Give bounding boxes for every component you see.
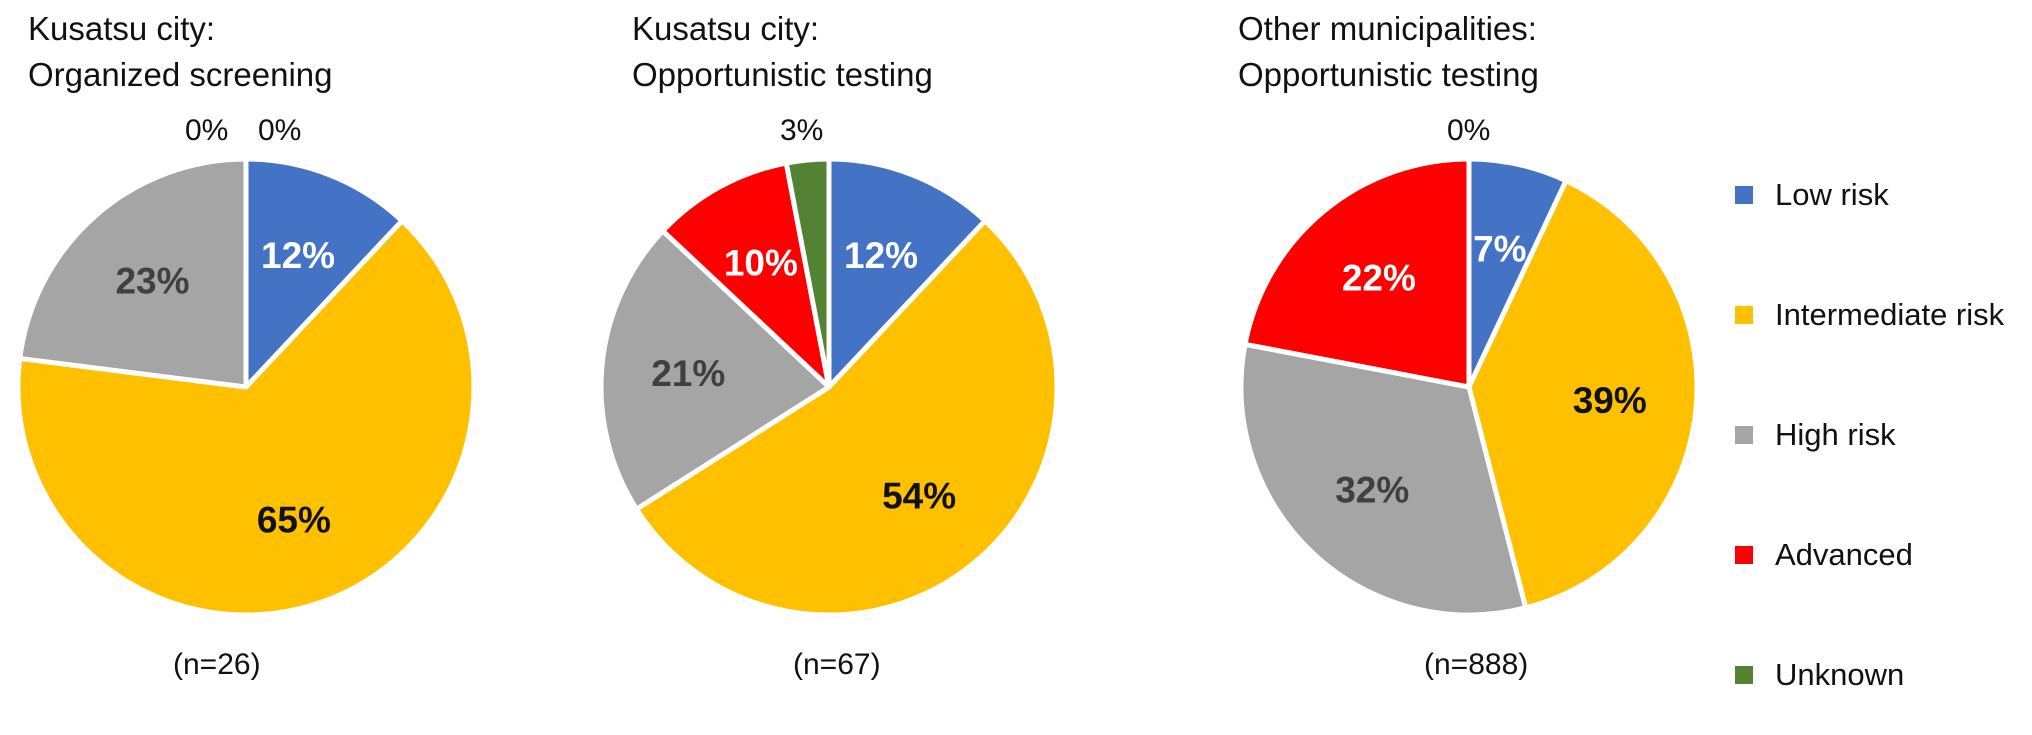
- chart-1-title: Kusatsu city: Organized screening: [28, 6, 333, 98]
- chart-3-slice-high-risk: [1238, 341, 1529, 618]
- chart-2-slice-advanced: [660, 160, 832, 390]
- legend-item-advanced: Advanced: [1735, 495, 2004, 615]
- chart-2-unknown-label: 3%: [780, 114, 824, 147]
- chart-1-label-low-risk: 12%: [261, 235, 335, 276]
- legend-item-unknown: Unknown: [1735, 615, 2004, 735]
- chart-3-n-label: (n=888): [1424, 648, 1529, 681]
- figure: Kusatsu city: Organized screening Kusats…: [15, 6, 2005, 692]
- chart-2-slice-unknown: [783, 156, 832, 390]
- chart-3-label-advanced: 22%: [1342, 258, 1416, 299]
- chart-2-label-advanced: 10%: [724, 243, 798, 284]
- chart-3-title: Other municipalities: Opportunistic test…: [1238, 6, 1539, 98]
- chart-3-label-intermediate-risk: 39%: [1573, 380, 1647, 421]
- chart-2-title-line-2: Opportunistic testing: [632, 56, 933, 93]
- chart-1-title-line-2: Organized screening: [28, 56, 333, 93]
- legend-item-low-risk: Low risk: [1735, 135, 2004, 255]
- chart-2-title: Kusatsu city: Opportunistic testing: [632, 6, 933, 98]
- legend-label-unknown: Unknown: [1775, 657, 1905, 692]
- legend-label-intermediate-risk: Intermediate risk: [1775, 297, 2005, 332]
- legend-item-high-risk: High risk: [1735, 375, 2004, 495]
- chart-2-label-high-risk: 21%: [651, 353, 725, 394]
- pie-chart-3: 7% 39% 32% 22%: [1238, 156, 1700, 618]
- chart-1-advanced-label: 0%: [258, 114, 302, 147]
- pie-chart-1: 12% 65% 23%: [15, 156, 477, 618]
- chart-1-slice-high-risk: [17, 156, 249, 390]
- legend-swatch-unknown: [1735, 666, 1753, 684]
- chart-1-label-high-risk: 23%: [115, 260, 189, 301]
- chart-1-slice-low-risk: [243, 156, 405, 390]
- chart-3-unknown-label: 0%: [1447, 114, 1491, 147]
- chart-2-slice-low-risk: [826, 156, 988, 390]
- chart-1-unknown-label: 0%: [185, 114, 229, 147]
- legend-label-high-risk: High risk: [1775, 417, 1896, 452]
- legend-item-intermediate-risk: Intermediate risk: [1735, 255, 2004, 375]
- legend-swatch-advanced: [1735, 546, 1753, 564]
- chart-3-title-line-1: Other municipalities:: [1238, 10, 1537, 47]
- chart-2-n-label: (n=67): [793, 648, 881, 681]
- chart-3-label-low-risk: 7%: [1473, 229, 1526, 270]
- chart-1-slice-intermediate-risk: [15, 218, 477, 618]
- chart-3-label-high-risk: 32%: [1335, 470, 1409, 511]
- chart-3-slice-intermediate-risk: [1466, 178, 1700, 611]
- chart-2-title-line-1: Kusatsu city:: [632, 10, 820, 47]
- pie-charts: 12% 65% 23% 12% 54% 21% 10% 7% 39% 32% 22%: [15, 156, 1700, 618]
- legend-swatch-high-risk: [1735, 426, 1753, 444]
- chart-1-title-line-1: Kusatsu city:: [28, 10, 216, 47]
- chart-1-label-intermediate-risk: 65%: [257, 500, 331, 541]
- legend: Low risk Intermediate risk High risk Adv…: [1735, 135, 2004, 735]
- legend-label-low-risk: Low risk: [1775, 177, 1889, 212]
- chart-2-label-intermediate-risk: 54%: [882, 475, 956, 516]
- chart-3-title-line-2: Opportunistic testing: [1238, 56, 1539, 93]
- legend-swatch-low-risk: [1735, 186, 1753, 204]
- legend-swatch-intermediate-risk: [1735, 306, 1753, 324]
- chart-2-label-low-risk: 12%: [844, 235, 918, 276]
- chart-2-slice-intermediate-risk: [633, 218, 1060, 618]
- chart-2-slice-high-risk: [598, 228, 832, 512]
- chart-1-n-label: (n=26): [173, 648, 261, 681]
- legend-label-advanced: Advanced: [1775, 537, 1913, 572]
- pie-chart-2: 12% 54% 21% 10%: [598, 156, 1060, 618]
- chart-3-slice-advanced: [1242, 156, 1472, 390]
